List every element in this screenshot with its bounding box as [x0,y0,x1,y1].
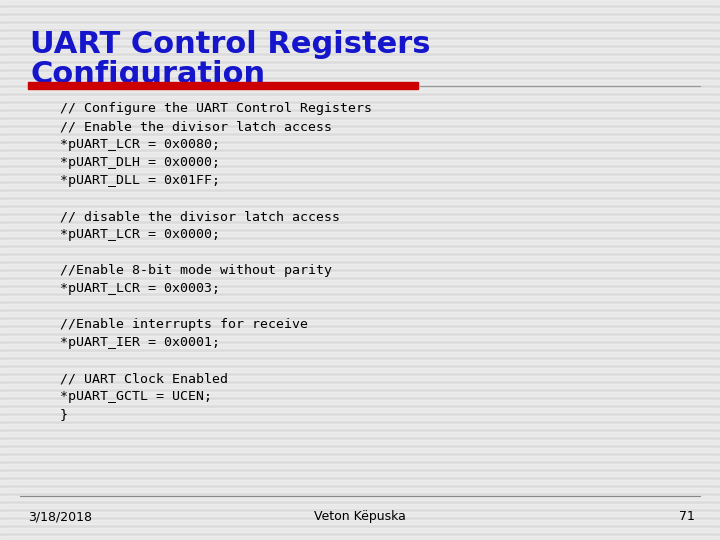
Bar [0,248,720,252]
Bar [0,256,720,260]
Text: *pUART_LCR = 0x0003;: *pUART_LCR = 0x0003; [60,282,220,295]
Bar [0,480,720,484]
Bar [0,352,720,356]
Text: *pUART_DLL = 0x01FF;: *pUART_DLL = 0x01FF; [60,174,220,187]
Bar [0,8,720,12]
Text: 71: 71 [679,510,695,523]
Text: //Enable interrupts for receive: //Enable interrupts for receive [60,318,308,331]
Bar [0,112,720,116]
Bar [0,208,720,212]
Text: 3/18/2018: 3/18/2018 [28,510,92,523]
Bar [0,200,720,204]
Bar [0,136,720,140]
Text: //Enable 8-bit mode without parity: //Enable 8-bit mode without parity [60,264,332,277]
Bar [0,144,720,148]
Bar [0,432,720,436]
Bar [0,104,720,108]
Bar [0,176,720,180]
Bar [0,424,720,428]
Text: *pUART_GCTL = UCEN;: *pUART_GCTL = UCEN; [60,390,212,403]
Bar [0,472,720,476]
Bar [0,344,720,348]
Bar [0,488,720,492]
Text: // Configure the UART Control Registers: // Configure the UART Control Registers [60,102,372,115]
Bar [0,408,720,412]
Bar [0,40,720,44]
Bar [0,56,720,60]
Bar [0,184,720,188]
Bar [0,96,720,100]
Text: // UART Clock Enabled: // UART Clock Enabled [60,372,228,385]
Bar [0,328,720,332]
Bar [0,280,720,284]
Text: *pUART_DLH = 0x0000;: *pUART_DLH = 0x0000; [60,156,220,169]
Bar [0,240,720,244]
Bar [0,304,720,308]
Bar [0,440,720,444]
Bar [0,416,720,420]
Bar [0,520,720,524]
Bar [0,72,720,76]
Text: *pUART_LCR = 0x0080;: *pUART_LCR = 0x0080; [60,138,220,151]
Bar [0,392,720,396]
Bar [0,400,720,404]
Bar [0,496,720,500]
Bar [0,384,720,388]
Text: }: } [60,408,68,421]
Bar [0,24,720,28]
Bar [0,368,720,372]
Bar [0,64,720,68]
Bar [0,128,720,132]
Bar [0,376,720,380]
Bar [0,192,720,196]
Bar [0,160,720,164]
Bar [0,528,720,532]
Bar [0,80,720,84]
Bar [0,120,720,124]
Bar [0,216,720,220]
Bar [0,312,720,316]
Text: Veton Këpuska: Veton Këpuska [314,510,406,523]
Bar [28,82,418,89]
Bar [0,296,720,300]
Bar [0,512,720,516]
Bar [0,336,720,340]
Bar [0,464,720,468]
Bar [0,536,720,540]
Bar [0,48,720,52]
Bar [0,360,720,364]
Text: UART Control Registers: UART Control Registers [30,30,431,59]
Bar [0,168,720,172]
Text: // disable the divisor latch access: // disable the divisor latch access [60,210,340,223]
Bar [0,224,720,228]
Bar [0,448,720,452]
Text: *pUART_IER = 0x0001;: *pUART_IER = 0x0001; [60,336,220,349]
Bar [0,320,720,324]
Bar [0,504,720,508]
Text: // Enable the divisor latch access: // Enable the divisor latch access [60,120,332,133]
Bar [0,32,720,36]
Bar [0,264,720,268]
Bar [0,456,720,460]
Text: Configuration: Configuration [30,60,265,89]
Bar [0,288,720,292]
Bar [0,0,720,4]
Bar [0,272,720,276]
Bar [0,16,720,20]
Bar [0,88,720,92]
Text: *pUART_LCR = 0x0000;: *pUART_LCR = 0x0000; [60,228,220,241]
Bar [0,152,720,156]
Bar [0,232,720,236]
